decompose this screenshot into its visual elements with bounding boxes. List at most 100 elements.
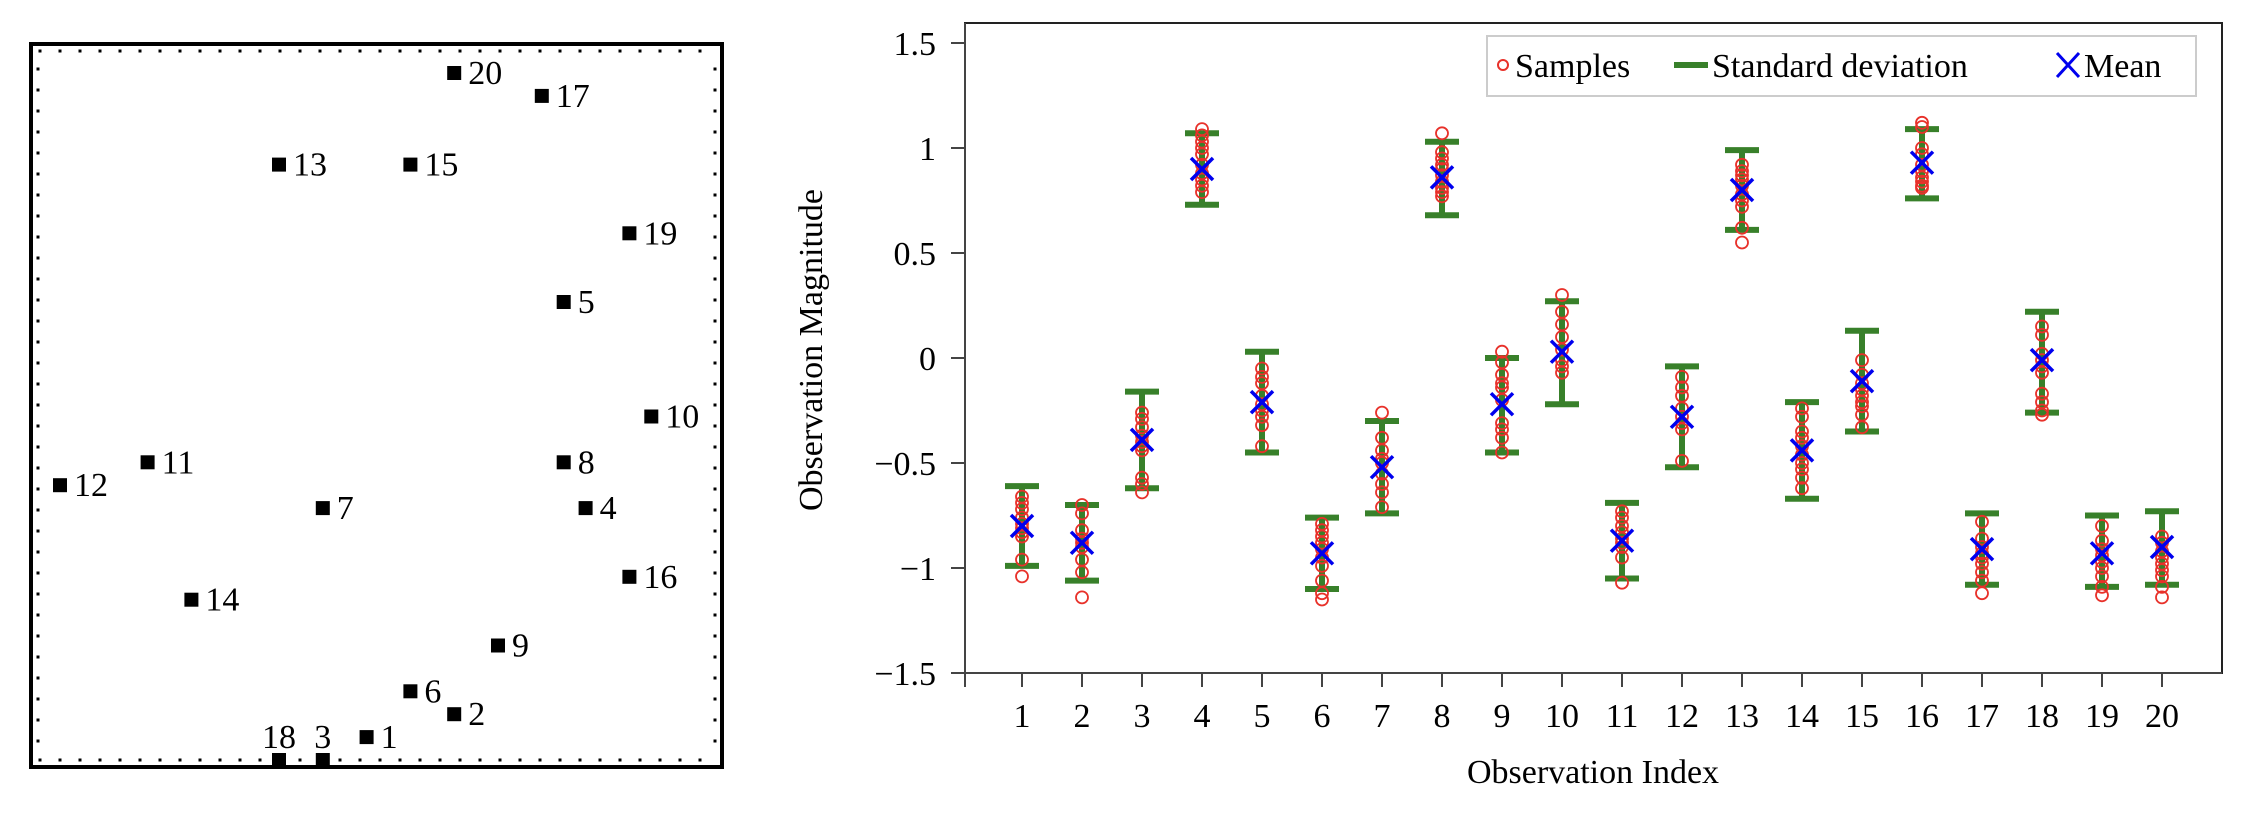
- sample-point: [1915, 170, 1929, 185]
- sample-point: [1735, 235, 1749, 250]
- border-dot: [713, 445, 717, 449]
- border-dot: [36, 403, 40, 407]
- border-dot: [618, 758, 622, 762]
- sample-point: [1315, 586, 1329, 601]
- border-dot: [713, 718, 717, 722]
- sample-point: [1495, 416, 1509, 431]
- border-dot: [598, 49, 602, 53]
- sample-point: [1795, 481, 1809, 496]
- square-marker: [359, 730, 374, 745]
- legend: Samples Standard deviation Mean: [1486, 35, 2197, 97]
- observation-14: [1785, 399, 1819, 502]
- sample-point: [1555, 359, 1569, 374]
- point-label: 6: [424, 673, 441, 710]
- sample-point: [1135, 470, 1149, 485]
- point-10: 10: [644, 399, 699, 436]
- mean-marker: [2149, 534, 2175, 560]
- sample-point: [1255, 439, 1269, 454]
- border-dot: [713, 361, 717, 365]
- observation-7: [1365, 405, 1399, 517]
- sample-point: [1915, 174, 1929, 189]
- left-panel-frame: [29, 42, 724, 769]
- point-20: 20: [447, 55, 502, 92]
- sample-point: [1255, 409, 1269, 424]
- border-dot: [98, 49, 102, 53]
- border-dot: [518, 49, 522, 53]
- mean-marker: [2029, 347, 2055, 373]
- sample-point: [2095, 588, 2109, 603]
- border-dot: [258, 49, 262, 53]
- sample-point: [1015, 569, 1029, 584]
- border-dot: [36, 382, 40, 386]
- border-dot: [713, 487, 717, 491]
- data-series: [1005, 115, 2179, 607]
- square-marker: [315, 753, 330, 767]
- border-dot: [36, 697, 40, 701]
- point-label: 17: [556, 78, 590, 115]
- square-marker: [184, 592, 199, 607]
- border-dot: [518, 758, 522, 762]
- sample-point: [1135, 477, 1149, 491]
- sample-point: [1915, 180, 1929, 195]
- border-dot: [36, 718, 40, 722]
- x-tick-label: 19: [2085, 698, 2119, 735]
- border-dot: [498, 49, 502, 53]
- sample-point: [1015, 521, 1029, 535]
- mean-marker: [1489, 391, 1515, 417]
- sample-point: [1975, 514, 1989, 529]
- observation-18: [2025, 308, 2059, 422]
- border-dot: [78, 758, 82, 762]
- x-axis-title: Observation Index: [1467, 754, 1719, 791]
- sample-point: [1135, 405, 1149, 420]
- observation-10: [1545, 288, 1579, 408]
- observation-11: [1605, 499, 1639, 590]
- border-dot: [36, 109, 40, 113]
- border-dot: [198, 49, 202, 53]
- border-dot: [713, 403, 717, 407]
- mean-marker: [1669, 404, 1695, 430]
- border-dot: [618, 49, 622, 53]
- sample-point: [1615, 504, 1629, 519]
- sample-point: [1735, 164, 1749, 179]
- point-label: 15: [424, 147, 458, 184]
- border-dot: [713, 109, 717, 113]
- x-tick-label: 14: [1785, 698, 1819, 735]
- border-dot: [713, 151, 717, 155]
- square-marker: [53, 478, 67, 493]
- point-label: 9: [512, 628, 529, 665]
- border-dot: [698, 758, 702, 762]
- x-tick-label: 13: [1725, 698, 1759, 735]
- border-dot: [218, 49, 222, 53]
- border-dot: [558, 49, 562, 53]
- sample-point: [1375, 485, 1389, 500]
- point-label: 18: [262, 719, 296, 756]
- observation-8: [1425, 126, 1459, 219]
- border-dot: [713, 571, 717, 575]
- sample-point: [1915, 141, 1929, 155]
- border-dot: [198, 758, 202, 762]
- border-dot: [358, 49, 362, 53]
- x-tick-label: 5: [1254, 698, 1271, 735]
- border-dot: [36, 613, 40, 617]
- border-dot: [36, 508, 40, 512]
- sample-point: [2035, 319, 2049, 334]
- sample-point: [1735, 172, 1749, 187]
- point-label: 13: [293, 147, 327, 184]
- border-dot: [713, 172, 717, 176]
- border-dot: [458, 49, 462, 53]
- border-dot: [438, 49, 442, 53]
- sample-point: [1975, 556, 1989, 571]
- sample-point: [2035, 365, 2049, 380]
- point-8: 8: [556, 444, 595, 481]
- border-dot: [78, 49, 82, 53]
- y-tick-label: 1.5: [894, 26, 937, 63]
- legend-std-label: Standard deviation: [1712, 48, 1968, 85]
- sample-point: [1555, 365, 1569, 380]
- square-marker: [644, 409, 659, 424]
- border-dot: [713, 424, 717, 428]
- border-dot: [358, 758, 362, 762]
- mean-marker: [1309, 541, 1335, 566]
- y-tick-label: 0.5: [894, 236, 937, 273]
